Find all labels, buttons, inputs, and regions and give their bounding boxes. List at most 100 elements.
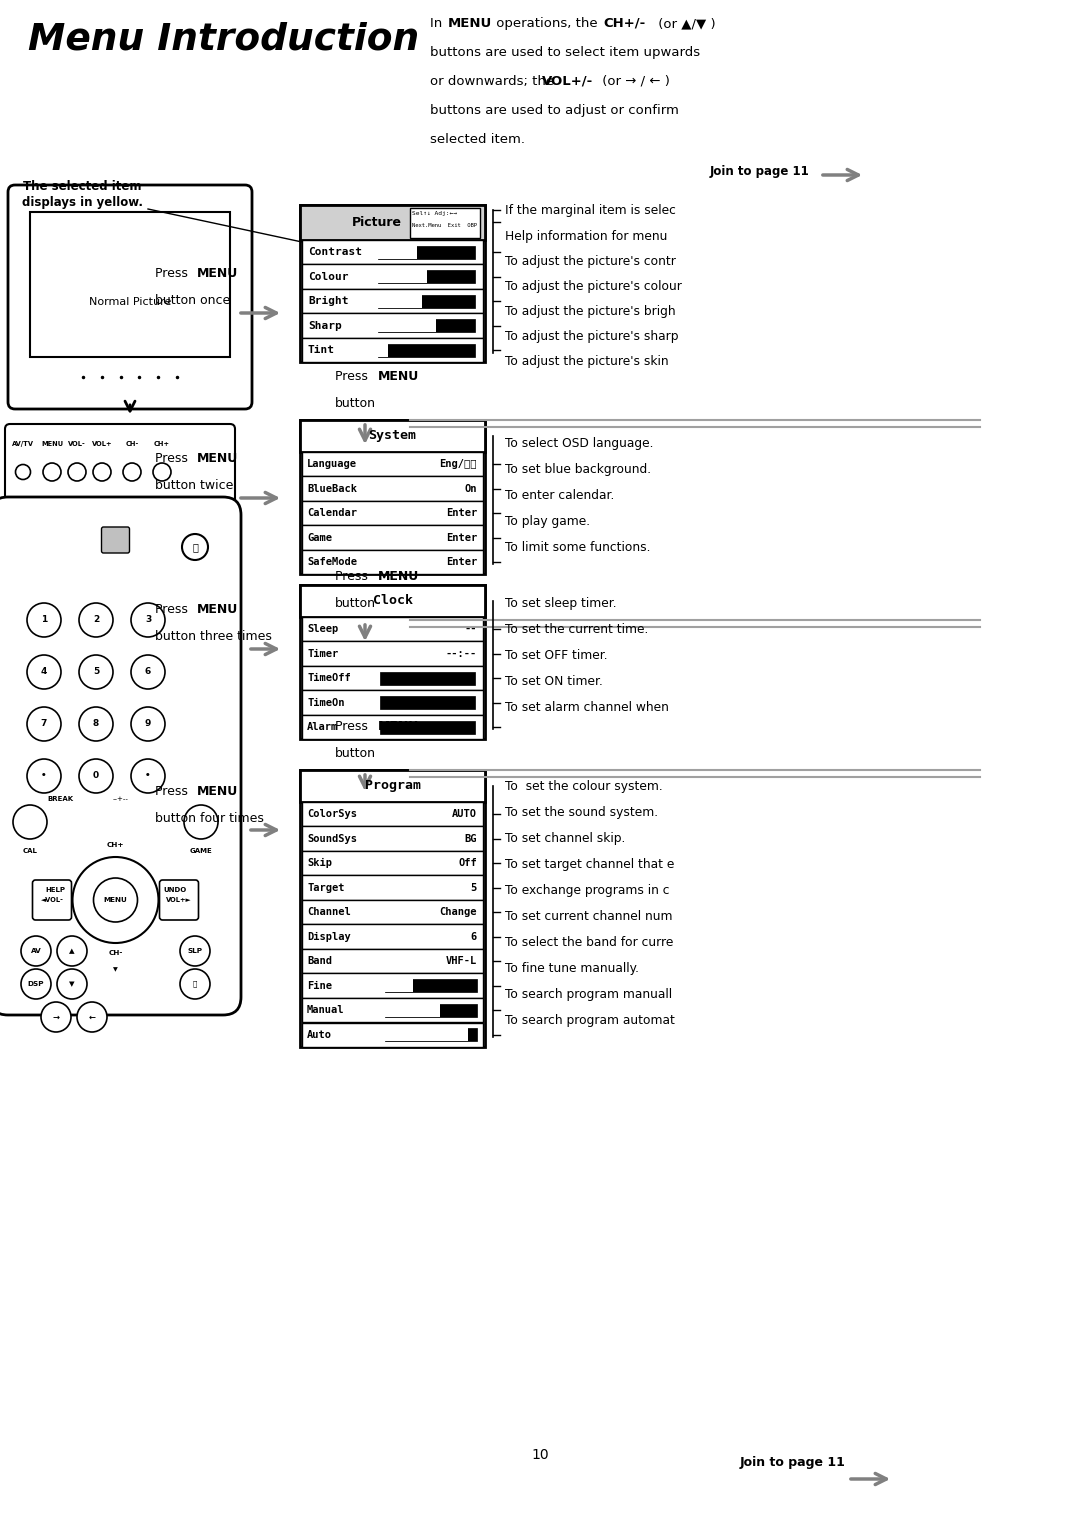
Text: To adjust the picture's skin: To adjust the picture's skin [505,354,669,368]
Text: selected item.: selected item. [430,133,525,147]
Bar [378,344,475,357]
Text: 10: 10 [531,1448,549,1461]
Text: Clock: Clock [373,594,413,608]
Text: The selected item
displays in yellow.: The selected item displays in yellow. [22,180,143,209]
Text: Help information for menu: Help information for menu [505,231,667,243]
Text: Press: Press [156,452,192,466]
Bar [300,770,485,802]
Text: MENU: MENU [448,17,492,31]
Text: To select the band for curre: To select the band for curre [505,936,673,948]
Text: Sharp: Sharp [308,321,341,331]
Circle shape [94,878,137,922]
Bar [302,476,483,501]
Text: or downwards; the: or downwards; the [430,75,558,89]
Text: To set blue background.: To set blue background. [505,463,651,476]
Text: BlueBack: BlueBack [307,484,357,493]
Bar [302,851,483,875]
Text: Sel↑↓ Adj:←→: Sel↑↓ Adj:←→ [411,211,457,215]
Text: Press: Press [156,267,192,279]
Text: Eng/中文: Eng/中文 [440,460,477,469]
Bar [302,875,483,899]
Text: To set OFF timer.: To set OFF timer. [505,649,608,663]
Text: CH-: CH- [125,441,138,447]
Text: buttons are used to select item upwards: buttons are used to select item upwards [430,46,700,60]
Bar [302,899,483,924]
Text: VOL+/-: VOL+/- [542,75,593,89]
Text: System: System [368,429,417,443]
Circle shape [13,805,48,838]
Text: HELP: HELP [45,887,66,893]
FancyBboxPatch shape [32,880,71,919]
Text: To play game.: To play game. [505,515,590,528]
Text: MENU: MENU [41,441,63,447]
Bar [378,246,475,260]
Circle shape [79,707,113,741]
Bar [302,715,483,739]
Text: ColorSys: ColorSys [307,809,357,820]
Text: 🔇: 🔇 [193,980,198,988]
Bar [302,617,483,641]
FancyBboxPatch shape [8,185,252,409]
Circle shape [27,655,60,689]
Text: 8: 8 [93,719,99,728]
Circle shape [153,463,171,481]
Text: button twice: button twice [156,479,233,492]
Text: Target: Target [307,883,345,893]
Text: To fine tune manually.: To fine tune manually. [505,962,639,976]
Text: Language: Language [307,460,357,469]
Text: Off: Off [458,858,477,869]
Text: →: → [53,1012,59,1022]
Text: ▼: ▼ [69,980,75,986]
FancyBboxPatch shape [5,425,235,504]
Text: To set sleep timer.: To set sleep timer. [505,597,617,609]
Circle shape [43,463,60,481]
Text: Timer: Timer [307,649,338,658]
Circle shape [180,970,210,999]
Text: Sleep: Sleep [307,625,338,634]
Bar [384,979,477,993]
Circle shape [57,936,87,967]
Text: Display: Display [307,931,351,942]
Text: Program: Program [365,779,420,793]
FancyBboxPatch shape [0,496,241,1015]
Text: Join to page 11: Join to page 11 [740,1457,846,1469]
Text: Tint: Tint [308,345,335,356]
Text: operations, the: operations, the [492,17,602,31]
Circle shape [79,603,113,637]
Text: Fine: Fine [307,980,332,991]
Text: MENU: MENU [378,570,419,583]
Text: BG: BG [464,834,477,844]
Bar [302,501,483,525]
Text: MENU: MENU [378,370,419,383]
Text: MENU: MENU [378,721,419,733]
Text: To set target channel that e: To set target channel that e [505,858,674,870]
Text: •: • [41,771,46,780]
Bar [384,979,413,993]
Circle shape [93,463,111,481]
Text: 6: 6 [145,667,151,676]
Circle shape [183,534,208,560]
Text: Channel: Channel [307,907,351,918]
Bar [302,666,483,690]
Text: Colour: Colour [308,272,349,282]
Text: To adjust the picture's colour: To adjust the picture's colour [505,279,681,293]
FancyBboxPatch shape [160,880,199,919]
Text: To set ON timer.: To set ON timer. [505,675,603,689]
Text: To set current channel num: To set current channel num [505,910,673,922]
Text: To  set the colour system.: To set the colour system. [505,780,663,793]
Text: Game: Game [307,533,332,542]
Bar [300,420,485,574]
Text: button three times: button three times [156,631,272,643]
Bar [300,205,485,362]
Bar [302,826,483,851]
Text: 4: 4 [41,667,48,676]
Text: Calendar: Calendar [307,508,357,518]
Text: 6: 6 [471,931,477,942]
Bar [378,319,475,333]
Text: button: button [335,747,376,760]
Text: SafeMode: SafeMode [307,557,357,567]
Text: To adjust the picture's brigh: To adjust the picture's brigh [505,305,676,318]
Bar [378,295,475,308]
Text: Auto: Auto [307,1029,332,1040]
Text: AUTO: AUTO [453,809,477,820]
